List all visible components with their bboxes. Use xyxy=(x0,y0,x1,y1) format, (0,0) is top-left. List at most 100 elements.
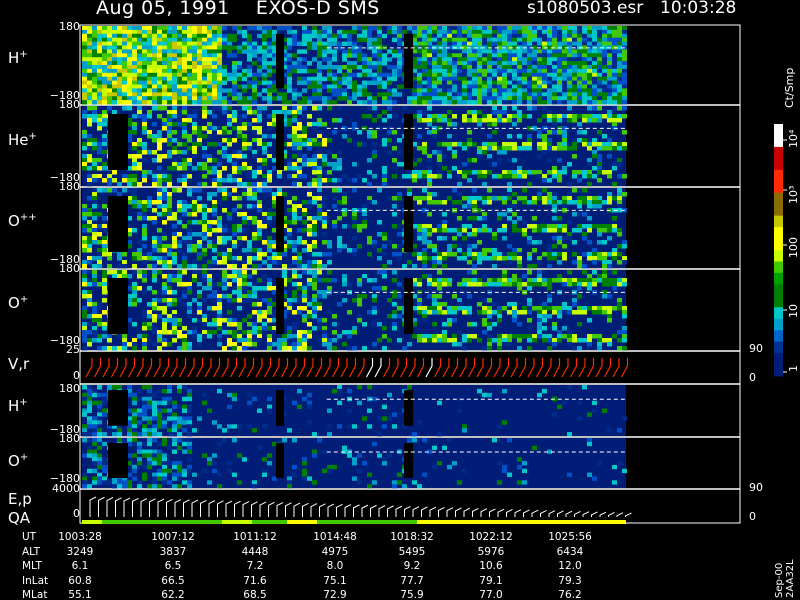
spectrogram-cell xyxy=(582,37,587,43)
spectrogram-cell xyxy=(507,174,512,179)
spectrogram-cell xyxy=(487,57,492,62)
spectrogram-cell xyxy=(247,298,252,303)
spectrogram-cell xyxy=(332,130,337,135)
spectrogram-cell xyxy=(127,392,132,398)
spectrogram-cell xyxy=(97,178,102,183)
spectrogram-cell xyxy=(392,244,397,249)
spectrogram-cell xyxy=(472,158,477,163)
spectrogram-cell xyxy=(337,302,342,307)
spectrogram-cell xyxy=(472,204,477,209)
spectrogram-cell xyxy=(602,264,607,269)
spectrogram-cell xyxy=(357,302,362,307)
spectrogram-cell xyxy=(362,178,367,183)
spectrogram-cell xyxy=(512,114,517,119)
spectrogram-cell xyxy=(447,248,452,253)
spectrogram-cell xyxy=(432,41,437,46)
spectrogram-cell xyxy=(282,264,287,269)
spectrogram-cell xyxy=(272,302,277,307)
spectrogram-cell xyxy=(307,244,312,249)
spectrogram-cell xyxy=(257,232,262,237)
spectrogram-cell xyxy=(137,162,142,167)
spectrogram-cell xyxy=(212,88,217,93)
spectrogram-cell xyxy=(122,61,127,66)
spectrogram-cell xyxy=(242,106,247,111)
spectrogram-cell xyxy=(552,236,557,241)
spectrogram-cell xyxy=(242,188,247,193)
spectrogram-cell xyxy=(502,65,507,70)
spectrogram-cell xyxy=(502,33,507,39)
spectrogram-cell xyxy=(237,126,242,131)
spectrogram-cell xyxy=(582,188,587,193)
spectrogram-cell xyxy=(272,260,277,265)
spectrogram-cell xyxy=(552,96,557,101)
spectrogram-cell xyxy=(462,49,467,54)
spectrogram-cell xyxy=(447,118,452,123)
spectrogram-cell xyxy=(472,37,477,43)
spectrogram-cell xyxy=(277,188,282,193)
spectrogram-cell xyxy=(182,326,187,331)
spectrogram-cell xyxy=(257,114,262,119)
spectrogram-cell xyxy=(342,200,347,205)
spectrogram-cell xyxy=(182,150,187,155)
spectrogram-cell xyxy=(237,338,242,343)
spectrogram-cell xyxy=(182,118,187,123)
spectrogram-cell xyxy=(202,80,207,85)
spectrogram-cell xyxy=(267,114,272,119)
spectrogram-cell xyxy=(287,37,292,43)
spectrogram-cell xyxy=(152,106,157,111)
spectrogram-cell xyxy=(427,154,432,159)
spectrogram-cell xyxy=(617,204,622,209)
spectrogram-cell xyxy=(262,174,267,179)
spectrogram-cell xyxy=(327,33,332,39)
spectrogram-cell xyxy=(92,326,97,331)
spectrogram-cell xyxy=(522,100,527,105)
spectrogram-cell xyxy=(462,53,467,58)
spectrogram-cell xyxy=(182,334,187,339)
spectrogram-cell xyxy=(432,61,437,66)
spectrogram-cell xyxy=(587,65,592,70)
spectrogram-cell xyxy=(622,84,627,89)
spectrogram-cell xyxy=(132,76,137,82)
spectrogram-cell xyxy=(412,282,417,287)
spectrogram-cell xyxy=(472,84,477,89)
spectrogram-cell xyxy=(137,45,142,50)
spectrogram-cell xyxy=(327,150,332,155)
spectrogram-cell xyxy=(462,278,467,283)
spectrogram-cell xyxy=(82,385,87,390)
spectrogram-cell xyxy=(257,126,262,131)
spectrogram-cell xyxy=(487,278,492,283)
spectrogram-cell xyxy=(142,72,147,78)
spectrogram-cell xyxy=(337,41,342,46)
spectrogram-cell xyxy=(82,41,87,46)
spectrogram-cell xyxy=(202,278,207,283)
spectrogram-cell xyxy=(157,260,162,265)
spectrogram-cell xyxy=(192,72,197,78)
spectrogram-cell xyxy=(562,236,567,241)
spectrogram-cell xyxy=(182,37,187,43)
spectrogram-cell xyxy=(172,274,177,279)
spectrogram-cell xyxy=(622,68,627,74)
spectrogram-cell xyxy=(447,80,452,85)
spectrogram-cell xyxy=(87,142,92,147)
spectrogram-cell xyxy=(317,174,322,179)
spectrogram-cell xyxy=(352,122,357,127)
spectrogram-cell xyxy=(437,80,442,85)
spectrogram-cell xyxy=(297,134,302,139)
spectrogram-cell xyxy=(527,318,532,323)
spectrogram-cell xyxy=(187,72,192,78)
spectrogram-cell xyxy=(297,264,302,269)
spectrogram-cell xyxy=(512,306,517,311)
spectrogram-cell xyxy=(487,338,492,343)
spectrogram-cell xyxy=(482,26,487,31)
spectrogram-cell xyxy=(392,88,397,93)
spectrogram-cell xyxy=(597,130,602,135)
spectrogram-cell xyxy=(97,248,102,253)
spectrogram-cell xyxy=(87,236,92,241)
spectrogram-cell xyxy=(227,41,232,46)
spectrogram-cell xyxy=(217,49,222,54)
spectrogram-cell xyxy=(232,61,237,66)
spectrogram-cell xyxy=(502,53,507,58)
spectrogram-cell xyxy=(587,240,592,245)
spectrogram-cell xyxy=(322,240,327,245)
spectrogram-cell xyxy=(242,122,247,127)
